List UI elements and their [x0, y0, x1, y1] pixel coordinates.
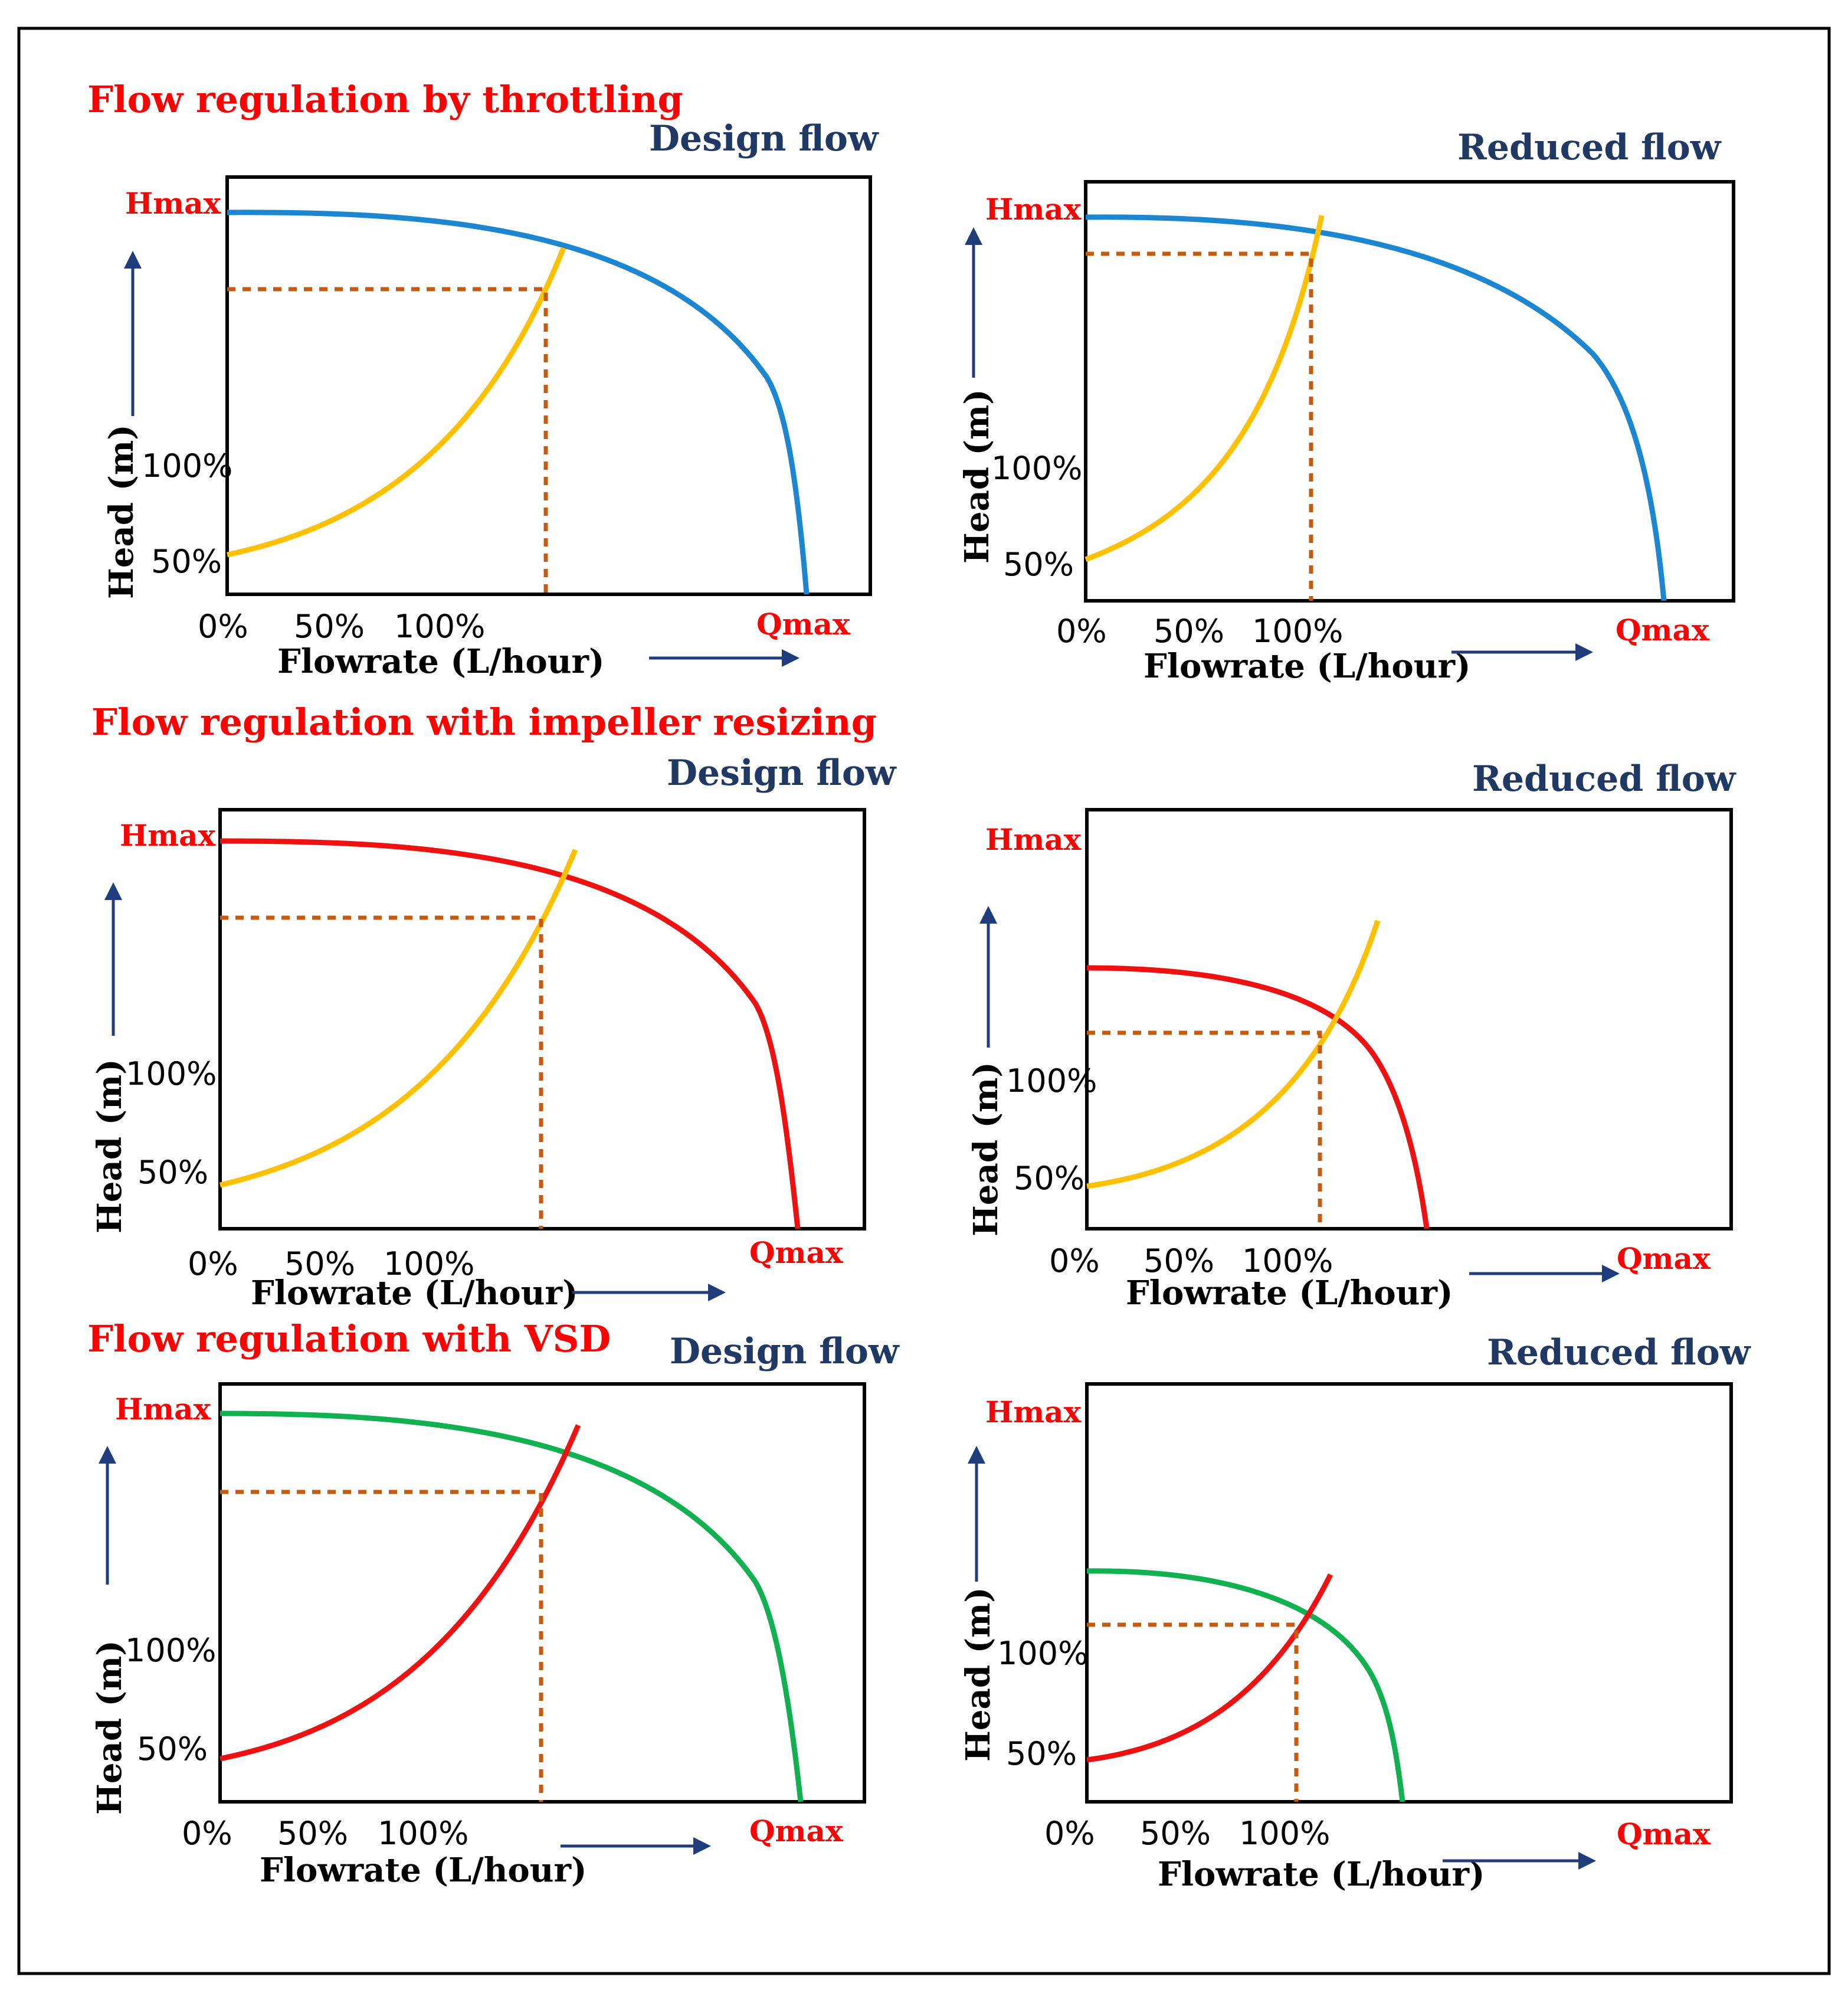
x-tick-50: 50%: [284, 1245, 355, 1282]
panel-throttling-design: Design flow Hmax Qmax 100% 50% 0% 50% 10…: [102, 118, 879, 681]
x-axis-label: Flowrate (L/hour): [260, 1851, 586, 1890]
y-axis-label: Head (m): [959, 1587, 998, 1762]
panel-heading: Design flow: [667, 752, 897, 794]
qmax-label: Qmax: [756, 607, 851, 642]
section-title-vsd: Flow regulation with VSD: [87, 1317, 611, 1360]
plot-frame: [1085, 1382, 1733, 1804]
x-tick-50: 50%: [1140, 1815, 1211, 1852]
y-axis-label: Head (m): [90, 1059, 129, 1233]
x-tick-50: 50%: [1143, 1242, 1214, 1279]
y-tick-100: 100%: [1006, 1062, 1097, 1099]
y-tick-50: 50%: [1014, 1160, 1084, 1197]
x-tick-100: 100%: [378, 1815, 468, 1852]
y-tick-100: 100%: [997, 1635, 1088, 1672]
x-tick-0: 0%: [1049, 1242, 1100, 1279]
x-tick-50: 50%: [1154, 613, 1224, 650]
x-tick-100: 100%: [384, 1245, 474, 1282]
operating-point-guide: [220, 915, 543, 1229]
pump-curve: [219, 1411, 804, 1802]
hmax-label: Hmax: [985, 822, 1082, 857]
section-title-throttling: Flow regulation by throttling: [87, 78, 683, 121]
section-title-impeller: Flow regulation with impeller resizing: [91, 701, 877, 744]
panel-heading: Design flow: [670, 1331, 900, 1372]
x-tick-0: 0%: [1044, 1815, 1095, 1852]
pump-curve: [227, 210, 810, 595]
system-curve: [227, 247, 566, 558]
pump-curve: [1086, 965, 1430, 1229]
pump-curve: [1085, 214, 1667, 601]
system-curve: [219, 1424, 581, 1762]
qmax-label: Qmax: [749, 1814, 844, 1848]
system-curve: [1086, 919, 1381, 1189]
y-axis-label: Head (m): [102, 424, 141, 599]
qmax-label: Qmax: [1616, 613, 1710, 647]
pump-curve: [1086, 1568, 1405, 1802]
operating-point-guide: [220, 1490, 543, 1802]
x-tick-0: 0%: [188, 1245, 238, 1282]
x-axis-label: Flowrate (L/hour): [1126, 1274, 1453, 1313]
hmax-label: Hmax: [125, 186, 222, 221]
y-tick-50: 50%: [1006, 1735, 1077, 1772]
operating-point-guide: [1087, 1030, 1322, 1229]
panel-throttling-reduced: Reduced flow Hmax Qmax 100% 50% 0% 50% 1…: [958, 127, 1735, 686]
system-curve: [219, 849, 578, 1188]
x-tick-0: 0%: [198, 608, 248, 645]
plot-frame: [1085, 808, 1733, 1231]
panel-heading: Reduced flow: [1487, 1332, 1751, 1373]
y-axis-label: Head (m): [966, 1062, 1005, 1236]
y-axis-label: Head (m): [90, 1640, 129, 1815]
qmax-label: Qmax: [749, 1235, 844, 1270]
x-tick-100: 100%: [394, 608, 485, 645]
plot-frame: [225, 175, 872, 596]
panel-vsd-reduced: Reduced flow Hmax Qmax 100% 50% 0% 50% 1…: [959, 1332, 1751, 1894]
panel-heading: Design flow: [649, 118, 879, 159]
y-tick-50: 50%: [151, 543, 222, 580]
panel-heading: Reduced flow: [1472, 758, 1736, 800]
y-tick-50: 50%: [137, 1730, 208, 1768]
operating-point-guide: [1086, 251, 1313, 601]
y-tick-100: 100%: [125, 1632, 216, 1669]
pump-curve: [219, 838, 801, 1229]
x-axis-label: Flowrate (L/hour): [1143, 647, 1470, 686]
panel-impeller-reduced: Reduced flow Hmax Qmax 100% 50% 0% 50% 1…: [966, 758, 1736, 1313]
qmax-label: Qmax: [1617, 1817, 1711, 1851]
system-curve: [1084, 215, 1325, 562]
x-axis-label: Flowrate (L/hour): [1158, 1855, 1485, 1894]
x-tick-100: 100%: [1239, 1815, 1330, 1852]
hmax-label: Hmax: [115, 1392, 212, 1426]
y-axis-label: Head (m): [958, 389, 997, 564]
operating-point-guide: [227, 287, 548, 594]
hmax-label: Hmax: [985, 192, 1082, 227]
x-axis-label: Flowrate (L/hour): [251, 1274, 578, 1313]
x-tick-0: 0%: [1056, 613, 1107, 650]
panel-impeller-design: Design flow Hmax Qmax 100% 50% 0% 50% 10…: [90, 752, 897, 1313]
x-tick-100: 100%: [1242, 1242, 1333, 1279]
hmax-label: Hmax: [120, 818, 217, 853]
y-tick-100: 100%: [126, 1055, 217, 1092]
plot-frame: [1084, 180, 1735, 603]
hmax-label: Hmax: [985, 1395, 1082, 1429]
x-tick-50: 50%: [277, 1815, 348, 1852]
x-tick-50: 50%: [294, 608, 365, 645]
qmax-label: Qmax: [1617, 1241, 1711, 1276]
operating-point-guide: [1087, 1622, 1299, 1802]
outer-frame: [17, 27, 1831, 1975]
y-tick-50: 50%: [1003, 546, 1074, 583]
y-tick-50: 50%: [137, 1154, 208, 1191]
panel-vsd-design: Design flow Hmax Qmax 100% 50% 0% 50% 10…: [90, 1331, 900, 1890]
y-tick-100: 100%: [142, 447, 232, 485]
x-tick-0: 0%: [182, 1815, 232, 1852]
x-tick-100: 100%: [1252, 613, 1343, 650]
system-curve: [1086, 1573, 1333, 1763]
x-axis-label: Flowrate (L/hour): [277, 642, 604, 681]
panel-heading: Reduced flow: [1457, 127, 1722, 168]
y-tick-100: 100%: [991, 450, 1082, 487]
